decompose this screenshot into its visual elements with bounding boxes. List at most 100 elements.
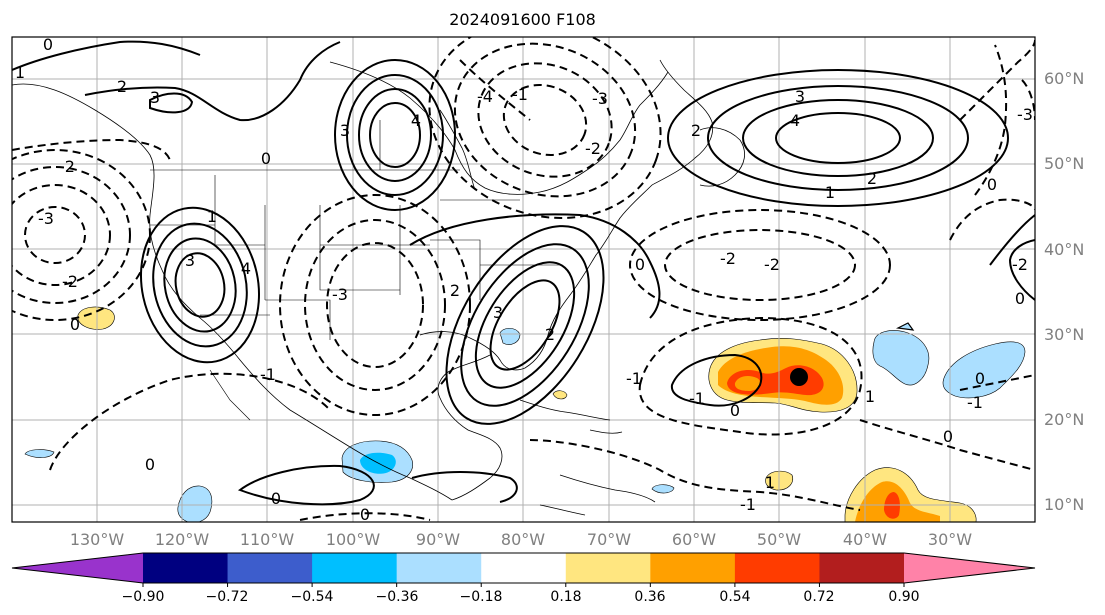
colorbar-tick-label: 0.72 — [803, 589, 834, 605]
contour-label: 0 — [987, 175, 997, 194]
contour-label: 3 — [493, 303, 503, 322]
colorbar-tick-label: 0.36 — [634, 589, 665, 605]
colorbar-tick-label: −0.36 — [376, 589, 419, 605]
colorbar-extend-min — [12, 553, 143, 583]
contour-label: 1 — [825, 183, 835, 202]
contour-label: 0 — [271, 489, 281, 508]
colorbar-tick-label: 0.54 — [719, 589, 750, 605]
negative-anomaly-region — [872, 330, 930, 386]
contour-label: -3 — [38, 209, 54, 228]
contour-label: -1 — [512, 85, 528, 104]
contour-label: -1 — [689, 389, 705, 408]
lat-label: 20°N — [1044, 410, 1084, 429]
colorbar-tick-labels: −0.90 −0.72 −0.54 −0.36 −0.18 0.18 0.36 … — [122, 589, 920, 605]
contour-label: -3 — [1017, 105, 1033, 124]
longitude-labels: 130°W 120°W 110°W 100°W 90°W 80°W 70°W 6… — [70, 530, 972, 549]
contour-label: 0 — [261, 149, 271, 168]
contour-label: 4 — [241, 259, 251, 278]
colorbar-tick-label: 0.90 — [888, 589, 919, 605]
contour-label: 4 — [411, 111, 421, 130]
contour-label: 0 — [43, 35, 53, 54]
contour-label: 1 — [865, 387, 875, 406]
colorbar-tick-label: −0.72 — [206, 589, 249, 605]
contour-label: 3 — [150, 88, 160, 107]
contour-label: -2 — [585, 139, 601, 158]
colorbar-segment — [565, 553, 651, 583]
lon-label: 40°W — [843, 530, 887, 549]
contour-label: -1 — [626, 369, 642, 388]
lon-label: 50°W — [757, 530, 801, 549]
contour-labels: 0 1 2 3 -2 -3 -2 0 1 3 4 0 3 4 -4 -1 -3 … — [15, 35, 1033, 524]
lon-label: 120°W — [155, 530, 210, 549]
contour-label: 0 — [975, 369, 985, 388]
lat-label: 10°N — [1044, 495, 1084, 514]
contour-label: -1 — [967, 393, 983, 412]
map-title: 2024091600 F108 — [449, 10, 596, 29]
contour-label: -3 — [332, 285, 348, 304]
contour-label: 2 — [867, 169, 877, 188]
positive-anomaly-region — [552, 390, 568, 400]
negative-anomaly-region — [651, 484, 675, 494]
contour-label: -2 — [1012, 255, 1028, 274]
contour-label: 1 — [207, 207, 217, 226]
contour-label: 0 — [145, 455, 155, 474]
contour-label: 0 — [360, 505, 370, 524]
negative-anomaly-region — [942, 341, 1026, 399]
lat-label: 50°N — [1044, 154, 1084, 173]
lon-label: 30°W — [928, 530, 972, 549]
colorbar — [11, 552, 1036, 587]
lat-label: 30°N — [1044, 325, 1084, 344]
contour-label: 0 — [635, 255, 645, 274]
lon-label: 70°W — [587, 530, 631, 549]
contour-label: 0 — [1015, 289, 1025, 308]
colorbar-segment — [650, 553, 736, 583]
colorbar-tick-label: −0.90 — [122, 589, 165, 605]
contour-label: -2 — [720, 249, 736, 268]
negative-anomaly-region — [895, 322, 915, 331]
contour-label: 2 — [545, 325, 555, 344]
lat-label: 40°N — [1044, 240, 1084, 259]
colorbar-segment — [481, 553, 567, 583]
contour-label: 3 — [340, 121, 350, 140]
contour-label: 2 — [691, 121, 701, 140]
storm-center-marker — [790, 368, 808, 386]
contour-label: 1 — [15, 63, 25, 82]
lat-label: 60°N — [1044, 69, 1084, 88]
lon-label: 110°W — [240, 530, 295, 549]
lon-label: 100°W — [326, 530, 381, 549]
colorbar-segment — [312, 553, 398, 583]
contour-label: -3 — [592, 89, 608, 108]
contour-label: -1 — [740, 495, 756, 514]
latitude-labels: 10°N 20°N 30°N 40°N 50°N 60°N — [1044, 69, 1084, 514]
contour-label: 2 — [450, 281, 460, 300]
contour-label: 4 — [790, 111, 800, 130]
lon-label: 130°W — [70, 530, 125, 549]
colorbar-segment — [227, 553, 313, 583]
lon-label: 90°W — [416, 530, 460, 549]
lon-label: 60°W — [672, 530, 716, 549]
contour-label: 2 — [117, 77, 127, 96]
map-frame — [11, 36, 1036, 523]
colorbar-segment — [143, 553, 229, 583]
colorbar-tick-label: −0.18 — [460, 589, 503, 605]
colorbar-segment — [734, 553, 820, 583]
contour-label: 3 — [795, 87, 805, 106]
contour-label: -2 — [59, 157, 75, 176]
positive-anomaly-region — [734, 375, 761, 391]
colorbar-segment — [396, 553, 482, 583]
negative-contours — [12, 37, 1035, 521]
contour-label: 3 — [185, 251, 195, 270]
contour-label: 0 — [730, 401, 740, 420]
contour-label: -1 — [260, 365, 276, 384]
negative-anomaly-region — [24, 449, 55, 458]
colorbar-extend-max — [904, 553, 1035, 583]
colorbar-segment — [819, 553, 905, 583]
contour-label: -2 — [62, 272, 78, 291]
contour-label: 1 — [765, 473, 775, 492]
colorbar-tick-label: −0.54 — [291, 589, 334, 605]
positive-anomaly-region — [77, 306, 115, 330]
positive-contours — [12, 40, 1035, 506]
gridlines — [12, 37, 1035, 522]
colorbar-tick-label: 0.18 — [550, 589, 581, 605]
